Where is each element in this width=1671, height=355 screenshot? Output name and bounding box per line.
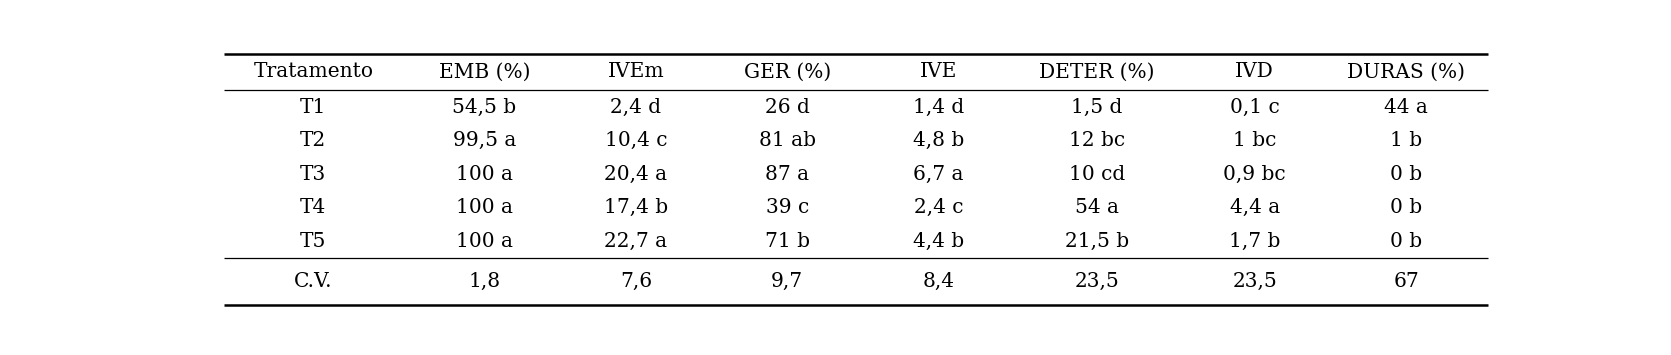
Text: T4: T4	[301, 198, 326, 217]
Text: 23,5: 23,5	[1074, 272, 1120, 291]
Text: T1: T1	[301, 98, 326, 117]
Text: 9,7: 9,7	[772, 272, 804, 291]
Text: 10 cd: 10 cd	[1068, 165, 1125, 184]
Text: 2,4 c: 2,4 c	[914, 198, 964, 217]
Text: 1 bc: 1 bc	[1233, 131, 1277, 150]
Text: 12 bc: 12 bc	[1069, 131, 1125, 150]
Text: GER (%): GER (%)	[744, 62, 830, 82]
Text: 17,4 b: 17,4 b	[603, 198, 668, 217]
Text: 0 b: 0 b	[1390, 165, 1422, 184]
Text: 100 a: 100 a	[456, 232, 513, 251]
Text: 44 a: 44 a	[1384, 98, 1429, 117]
Text: 54 a: 54 a	[1074, 198, 1118, 217]
Text: 26 d: 26 d	[765, 98, 810, 117]
Text: 22,7 a: 22,7 a	[605, 232, 667, 251]
Text: IVD: IVD	[1235, 62, 1273, 82]
Text: 1,8: 1,8	[468, 272, 501, 291]
Text: 10,4 c: 10,4 c	[605, 131, 667, 150]
Text: T2: T2	[301, 131, 326, 150]
Text: 1,5 d: 1,5 d	[1071, 98, 1123, 117]
Text: 0 b: 0 b	[1390, 198, 1422, 217]
Text: 21,5 b: 21,5 b	[1064, 232, 1128, 251]
Text: 0,1 c: 0,1 c	[1230, 98, 1280, 117]
Text: 2,4 d: 2,4 d	[610, 98, 662, 117]
Text: DURAS (%): DURAS (%)	[1347, 62, 1465, 82]
Text: T5: T5	[301, 232, 326, 251]
Text: 4,4 b: 4,4 b	[912, 232, 964, 251]
Text: EMB (%): EMB (%)	[439, 62, 530, 82]
Text: 4,4 a: 4,4 a	[1230, 198, 1280, 217]
Text: 39 c: 39 c	[765, 198, 809, 217]
Text: IVE: IVE	[921, 62, 957, 82]
Text: 0,9 bc: 0,9 bc	[1223, 165, 1287, 184]
Text: 67: 67	[1394, 272, 1419, 291]
Text: 87 a: 87 a	[765, 165, 809, 184]
Text: DETER (%): DETER (%)	[1039, 62, 1155, 82]
Text: 100 a: 100 a	[456, 198, 513, 217]
Text: 71 b: 71 b	[765, 232, 810, 251]
Text: 6,7 a: 6,7 a	[914, 165, 964, 184]
Text: 8,4: 8,4	[922, 272, 954, 291]
Text: 20,4 a: 20,4 a	[605, 165, 667, 184]
Text: 1,4 d: 1,4 d	[912, 98, 964, 117]
Text: 54,5 b: 54,5 b	[453, 98, 516, 117]
Text: 4,8 b: 4,8 b	[912, 131, 964, 150]
Text: 1 b: 1 b	[1390, 131, 1422, 150]
Text: 99,5 a: 99,5 a	[453, 131, 516, 150]
Text: 23,5: 23,5	[1232, 272, 1277, 291]
Text: 81 ab: 81 ab	[759, 131, 815, 150]
Text: 0 b: 0 b	[1390, 232, 1422, 251]
Text: 1,7 b: 1,7 b	[1228, 232, 1280, 251]
Text: IVEm: IVEm	[608, 62, 663, 82]
Text: T3: T3	[301, 165, 326, 184]
Text: 100 a: 100 a	[456, 165, 513, 184]
Text: 7,6: 7,6	[620, 272, 652, 291]
Text: C.V.: C.V.	[294, 272, 333, 291]
Text: Tratamento: Tratamento	[254, 62, 373, 82]
